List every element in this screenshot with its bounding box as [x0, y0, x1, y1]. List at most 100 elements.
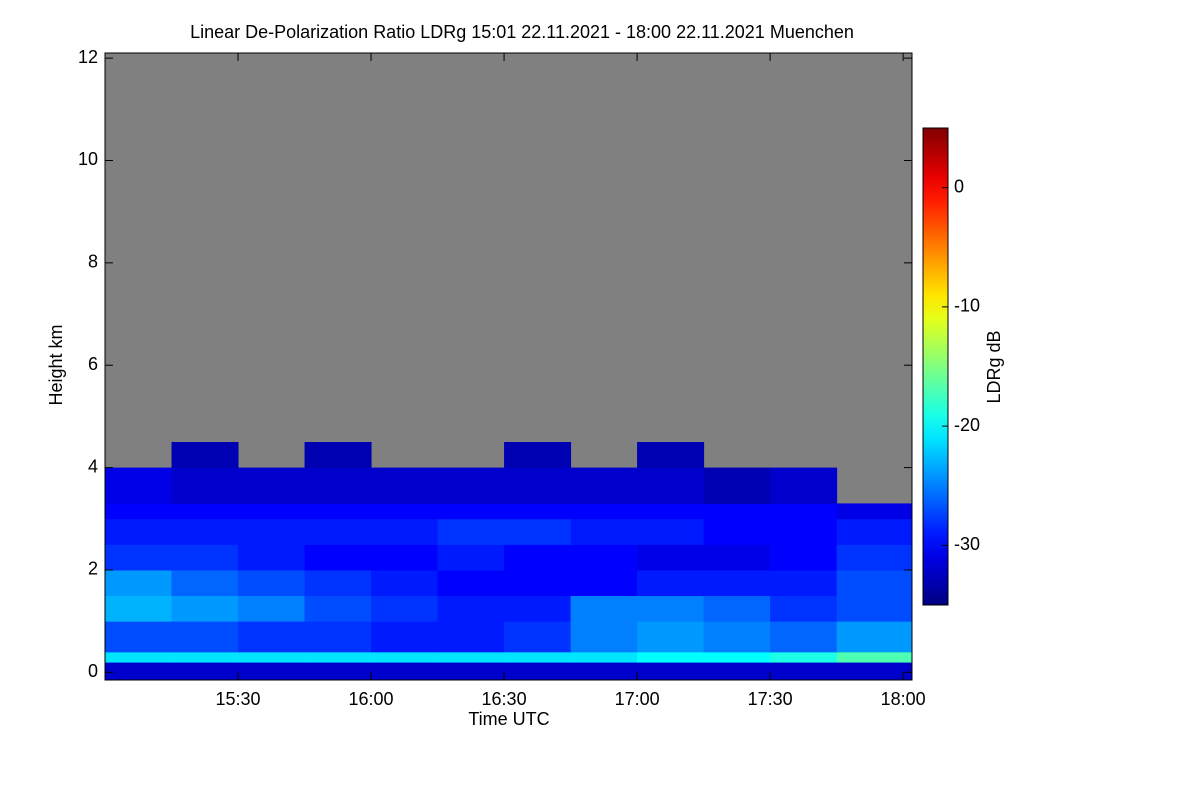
- heatmap-cell: [770, 467, 838, 504]
- heatmap-cell: [371, 651, 439, 663]
- heatmap-cell: [836, 595, 913, 622]
- colorbar-tick-label: -30: [954, 534, 980, 554]
- heatmap-cell: [304, 651, 372, 663]
- y-tick-label: 10: [78, 149, 98, 169]
- heatmap-cell: [703, 544, 771, 571]
- heatmap-cell: [703, 595, 771, 622]
- heatmap-cell: [371, 467, 439, 504]
- heatmap-cell: [171, 595, 239, 622]
- heatmap-cell: [504, 518, 572, 545]
- x-tick-label: 16:30: [482, 689, 527, 709]
- heatmap-cell: [703, 503, 771, 520]
- x-tick-label: 15:30: [215, 689, 260, 709]
- heatmap-cell: [238, 651, 306, 663]
- heatmap-cell: [836, 621, 913, 653]
- heatmap-cell: [105, 569, 173, 597]
- y-tick-label: 0: [88, 661, 98, 681]
- heatmap-cell: [437, 651, 505, 663]
- heatmap-cell: [570, 662, 638, 681]
- heatmap-cell: [836, 503, 913, 520]
- heatmap-cell: [836, 544, 913, 571]
- heatmap-cell: [770, 595, 838, 622]
- heatmap-cell: [836, 651, 913, 663]
- heatmap-cell: [703, 621, 771, 653]
- heatmap-cell: [637, 651, 705, 663]
- heatmap-cell: [504, 621, 572, 653]
- heatmap-cell: [371, 662, 439, 681]
- heatmap-cell: [504, 503, 572, 520]
- colorbar: [922, 127, 949, 606]
- heatmap-cell: [637, 621, 705, 653]
- heatmap-cell: [171, 651, 239, 663]
- heatmap-cell: [304, 662, 372, 681]
- colorbar-label: LDRg dB: [984, 330, 1004, 403]
- heatmap-cell: [437, 467, 505, 504]
- x-tick-label: 16:00: [349, 689, 394, 709]
- y-axis-label: Height km: [46, 324, 66, 405]
- heatmap-cell: [504, 544, 572, 571]
- heatmap-cell: [171, 467, 239, 504]
- heatmap-cell: [637, 467, 705, 504]
- heatmap-cell: [238, 569, 306, 597]
- heatmap-cell: [770, 518, 838, 545]
- heatmap-cell: [105, 651, 173, 663]
- plot-frame: [104, 52, 913, 681]
- heatmap-cell: [238, 595, 306, 622]
- heatmap-cell: [570, 621, 638, 653]
- heatmap-cell: [637, 662, 705, 681]
- heatmap-cell: [304, 621, 372, 653]
- heatmap: [105, 53, 913, 681]
- heatmap-cell: [105, 544, 173, 571]
- heatmap-cell: [570, 595, 638, 622]
- heatmap-cell: [105, 503, 173, 520]
- heatmap-cell: [637, 503, 705, 520]
- heatmap-cell: [570, 503, 638, 520]
- heatmap-cell: [836, 569, 913, 597]
- heatmap-cell: [770, 569, 838, 597]
- heatmap-cell: [304, 544, 372, 571]
- heatmap-cell: [304, 595, 372, 622]
- heatmap-cell: [238, 621, 306, 653]
- heatmap-cell: [437, 544, 505, 571]
- heatmap-cell: [171, 662, 239, 681]
- heatmap-cell: [637, 569, 705, 597]
- heatmap-cell: [105, 595, 173, 622]
- heatmap-cell: [570, 569, 638, 597]
- colorbar-tick-label: -20: [954, 415, 980, 435]
- heatmap-cell: [105, 662, 173, 681]
- heatmap-cell: [171, 518, 239, 545]
- heatmap-cell: [437, 518, 505, 545]
- heatmap-cell: [504, 651, 572, 663]
- heatmap-cell: [171, 441, 239, 469]
- heatmap-cell: [836, 518, 913, 545]
- heatmap-cell: [238, 467, 306, 504]
- heatmap-cell: [238, 503, 306, 520]
- y-tick-label: 8: [88, 252, 98, 272]
- heatmap-cell: [105, 621, 173, 653]
- heatmap-cell: [437, 569, 505, 597]
- heatmap-cell: [437, 503, 505, 520]
- heatmap-cell: [304, 518, 372, 545]
- chart-title: Linear De-Polarization Ratio LDRg 15:01 …: [190, 22, 854, 42]
- heatmap-cell: [371, 569, 439, 597]
- heatmap-cell: [504, 662, 572, 681]
- heatmap-cell: [570, 544, 638, 571]
- heatmap-cell: [637, 441, 705, 469]
- heatmap-cell: [570, 651, 638, 663]
- heatmap-cell: [437, 662, 505, 681]
- y-tick-label: 12: [78, 47, 98, 67]
- heatmap-cell: [770, 503, 838, 520]
- heatmap-cell: [437, 621, 505, 653]
- heatmap-cell: [637, 544, 705, 571]
- heatmap-cell: [770, 651, 838, 663]
- heatmap-cell: [371, 503, 439, 520]
- heatmap-cell: [238, 518, 306, 545]
- heatmap-cell: [504, 595, 572, 622]
- heatmap-cell: [770, 544, 838, 571]
- heatmap-cell: [770, 621, 838, 653]
- heatmap-cell: [504, 467, 572, 504]
- heatmap-cell: [504, 569, 572, 597]
- y-tick-label: 4: [88, 456, 98, 476]
- heatmap-cell: [304, 441, 372, 469]
- heatmap-cell: [304, 503, 372, 520]
